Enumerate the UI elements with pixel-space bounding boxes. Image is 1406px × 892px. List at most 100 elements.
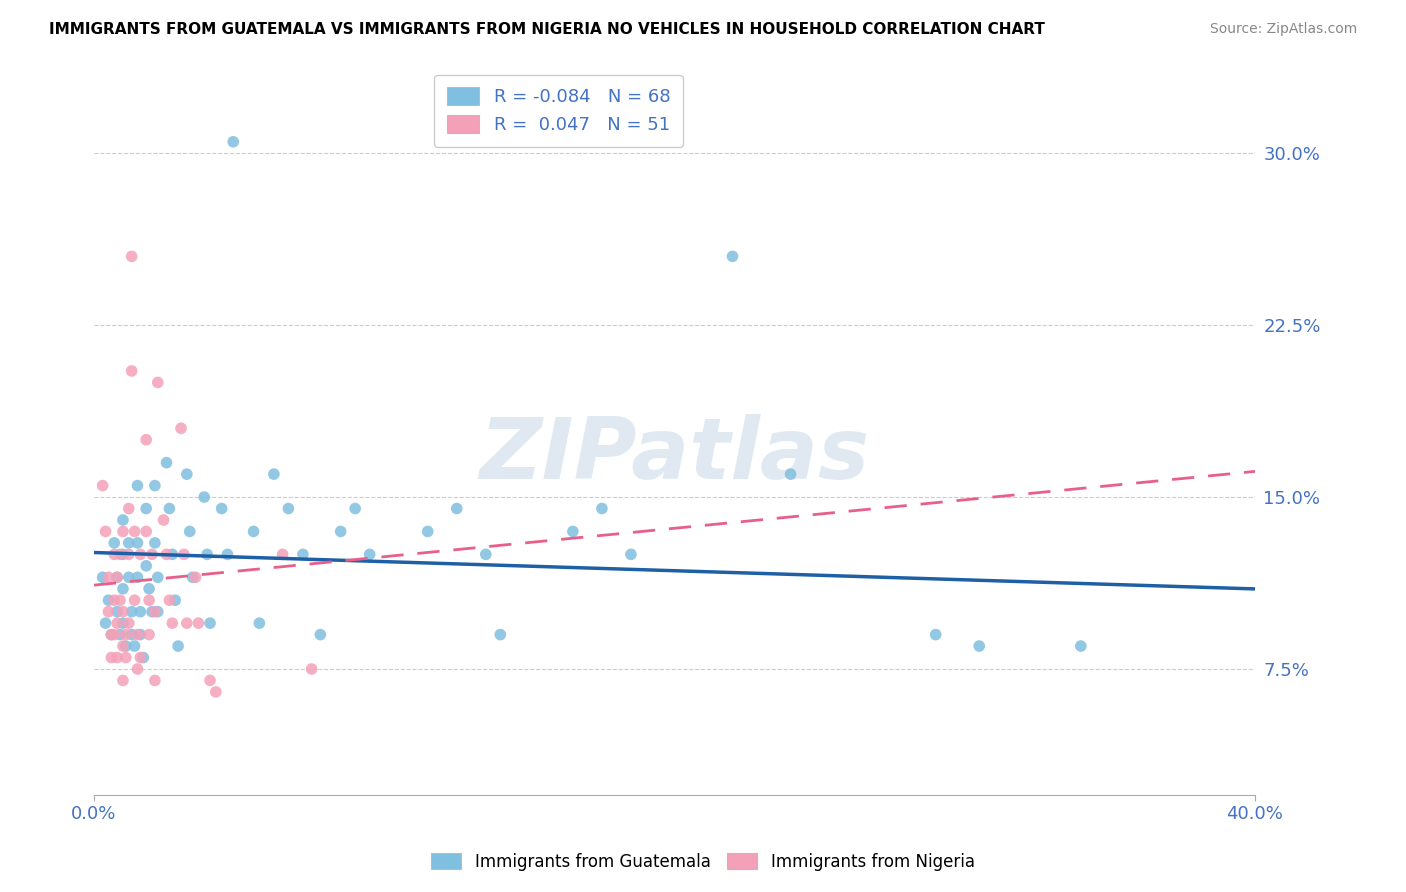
Point <box>111 582 134 596</box>
Point <box>127 570 149 584</box>
Point <box>127 662 149 676</box>
Point <box>152 513 174 527</box>
Point <box>143 673 166 688</box>
Point <box>205 685 228 699</box>
Point <box>193 490 215 504</box>
Point <box>97 605 120 619</box>
Point <box>181 570 204 584</box>
Point <box>176 467 198 482</box>
Point <box>184 570 207 584</box>
Point <box>111 673 134 688</box>
Point <box>103 593 125 607</box>
Point <box>118 501 141 516</box>
Point <box>925 627 948 641</box>
Point <box>138 582 160 596</box>
Point <box>132 650 155 665</box>
Point <box>100 650 122 665</box>
Text: Source: ZipAtlas.com: Source: ZipAtlas.com <box>1209 22 1357 37</box>
Point <box>124 593 146 607</box>
Point <box>118 536 141 550</box>
Point <box>103 536 125 550</box>
Point <box>94 524 117 539</box>
Point <box>121 364 143 378</box>
Point <box>359 547 381 561</box>
Point <box>344 501 367 516</box>
Text: IMMIGRANTS FROM GUATEMALA VS IMMIGRANTS FROM NIGERIA NO VEHICLES IN HOUSEHOLD CO: IMMIGRANTS FROM GUATEMALA VS IMMIGRANTS … <box>49 22 1045 37</box>
Point <box>620 547 643 561</box>
Point <box>143 536 166 550</box>
Point <box>143 605 166 619</box>
Point <box>127 478 149 492</box>
Point <box>329 524 352 539</box>
Point <box>105 605 128 619</box>
Point <box>103 627 125 641</box>
Point <box>146 570 169 584</box>
Point <box>135 558 157 573</box>
Point <box>103 547 125 561</box>
Point <box>121 605 143 619</box>
Point <box>118 570 141 584</box>
Point <box>97 593 120 607</box>
Point <box>129 547 152 561</box>
Point <box>127 536 149 550</box>
Point <box>1070 639 1092 653</box>
Point <box>475 547 498 561</box>
Point <box>967 639 990 653</box>
Point <box>242 524 264 539</box>
Point <box>301 662 323 676</box>
Point <box>111 605 134 619</box>
Point <box>135 433 157 447</box>
Point <box>173 547 195 561</box>
Point <box>162 547 184 561</box>
Point <box>115 639 138 653</box>
Point <box>115 627 138 641</box>
Point <box>118 616 141 631</box>
Point <box>129 605 152 619</box>
Point <box>135 501 157 516</box>
Point <box>247 616 270 631</box>
Point <box>138 627 160 641</box>
Point <box>309 627 332 641</box>
Point <box>155 547 177 561</box>
Point <box>91 570 114 584</box>
Point <box>271 547 294 561</box>
Point <box>111 547 134 561</box>
Point <box>100 627 122 641</box>
Point <box>121 249 143 263</box>
Point <box>155 456 177 470</box>
Point <box>97 570 120 584</box>
Point <box>108 627 131 641</box>
Legend: R = -0.084   N = 68, R =  0.047   N = 51: R = -0.084 N = 68, R = 0.047 N = 51 <box>434 75 683 146</box>
Point <box>124 639 146 653</box>
Point <box>105 570 128 584</box>
Point <box>108 593 131 607</box>
Point <box>446 501 468 516</box>
Legend: Immigrants from Guatemala, Immigrants from Nigeria: Immigrants from Guatemala, Immigrants fr… <box>423 845 983 880</box>
Point <box>489 627 512 641</box>
Point <box>187 616 209 631</box>
Point <box>222 135 245 149</box>
Point <box>143 478 166 492</box>
Point <box>111 639 134 653</box>
Point <box>170 421 193 435</box>
Point <box>195 547 218 561</box>
Point <box>124 524 146 539</box>
Point <box>115 650 138 665</box>
Point <box>105 616 128 631</box>
Point <box>277 501 299 516</box>
Point <box>129 650 152 665</box>
Point <box>157 501 180 516</box>
Point <box>91 478 114 492</box>
Point <box>118 547 141 561</box>
Point <box>176 616 198 631</box>
Point <box>162 616 184 631</box>
Point <box>146 605 169 619</box>
Point <box>198 673 221 688</box>
Point <box>127 627 149 641</box>
Point <box>141 547 163 561</box>
Point <box>165 593 187 607</box>
Point <box>146 376 169 390</box>
Point <box>111 524 134 539</box>
Point <box>138 593 160 607</box>
Point <box>198 616 221 631</box>
